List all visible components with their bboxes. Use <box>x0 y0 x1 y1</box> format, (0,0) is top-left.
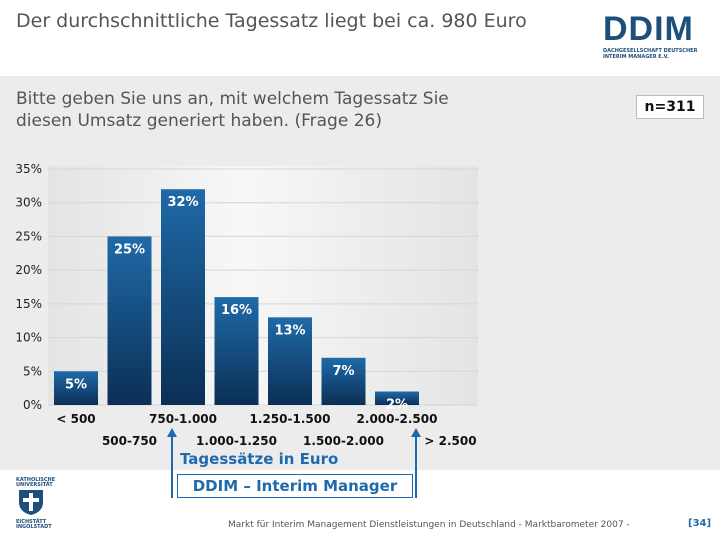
y-tick-label: 30% <box>15 196 42 210</box>
bar <box>375 391 419 405</box>
y-tick-label: 0% <box>23 398 42 412</box>
page-title: Der durchschnittliche Tagessatz liegt be… <box>16 10 527 32</box>
y-tick-label: 25% <box>15 229 42 243</box>
bar-data-label: 16% <box>221 303 252 318</box>
x-tick-label: > 2.500 <box>424 434 476 448</box>
university-bottom: EICHSTÄTT INGOLSTADT <box>16 519 52 530</box>
bar-data-label: 32% <box>167 195 198 210</box>
bar <box>214 297 259 405</box>
x-tick-label: 2.000-2.500 <box>357 412 438 426</box>
bar <box>107 236 152 405</box>
y-tick-label: 20% <box>15 263 42 277</box>
x-tick-label: 1.500-2.000 <box>303 434 384 448</box>
bar-data-label: 7% <box>332 364 354 379</box>
university-top: KATHOLISCHE UNIVERSITÄT <box>16 477 56 488</box>
bar <box>268 317 312 405</box>
university-crest-icon <box>19 490 43 515</box>
x-tick-label: 750-1.000 <box>149 412 217 426</box>
bar <box>54 371 98 405</box>
university-logo: KATHOLISCHE UNIVERSITÄT EICHSTÄTT INGOLS… <box>16 478 56 530</box>
x-tick-label: 500-750 <box>102 434 157 448</box>
x-axis-title: Tagessätze in Euro <box>180 450 339 468</box>
sample-size-badge: n=311 <box>636 95 704 119</box>
bar <box>161 189 205 405</box>
y-tick-label: 35% <box>15 162 42 176</box>
y-tick-label: 5% <box>23 364 42 378</box>
bar-data-label: 2% <box>386 398 408 413</box>
bar-data-label: 5% <box>65 377 87 392</box>
arrow-right-head <box>411 428 421 437</box>
bar-data-label: 25% <box>114 242 145 257</box>
bar-data-label: 13% <box>274 323 305 338</box>
logo-mark: DDIM <box>603 10 694 48</box>
logo-subtitle: DACHGESELLSCHAFT DEUTSCHER INTERIM MANAG… <box>603 48 698 60</box>
bar <box>321 357 366 405</box>
ddim-annotation: DDIM – Interim Manager <box>177 474 413 498</box>
y-tick-label: 15% <box>15 297 42 311</box>
footer-text: Markt für Interim Management Dienstleist… <box>228 520 630 530</box>
x-tick-label: < 500 <box>56 412 95 426</box>
survey-question: Bitte geben Sie uns an, mit welchem Tage… <box>16 89 449 131</box>
x-tick-label: 1.000-1.250 <box>196 434 277 448</box>
arrow-left-head <box>167 428 177 437</box>
page-number: [34] <box>688 518 712 529</box>
ddim-logo: DDIM DACHGESELLSCHAFT DEUTSCHER INTERIM … <box>603 12 703 60</box>
y-tick-label: 10% <box>15 331 42 345</box>
x-tick-label: 1.250-1.500 <box>250 412 331 426</box>
